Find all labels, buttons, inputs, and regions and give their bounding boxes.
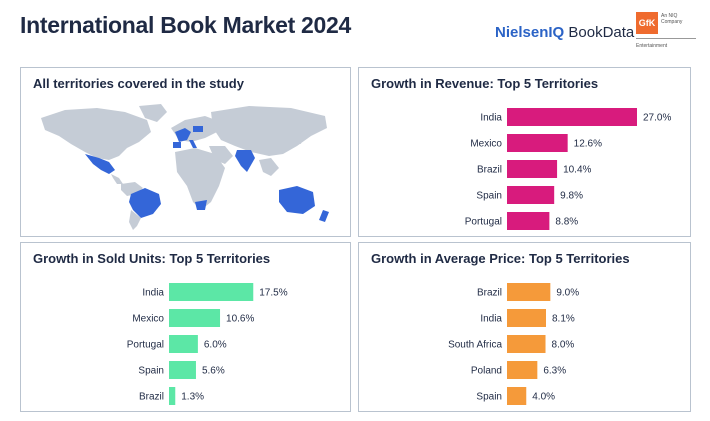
value-label: 8.1% — [552, 314, 575, 325]
units-panel-title: Growth in Sold Units: Top 5 Territories — [33, 251, 271, 266]
map-africa — [175, 148, 225, 210]
map-poland-region — [193, 126, 203, 132]
map-italy — [189, 140, 197, 148]
map-australia — [279, 186, 315, 214]
world-map — [41, 104, 329, 230]
value-label: 12.6% — [574, 139, 602, 150]
sold-units-growth-chart: India 17.5% Mexico 10.6% Portugal 6.0% Spain 5.… — [127, 283, 288, 405]
bar — [507, 134, 568, 152]
bar — [507, 387, 527, 405]
bar — [507, 335, 546, 353]
revenue-growth-chart: India 27.0% Mexico 12.6% Brazil 10.4% Spain 9.8… — [465, 108, 671, 230]
value-label: 9.8% — [560, 191, 583, 202]
revenue-panel-title: Growth in Revenue: Top 5 Territories — [371, 76, 599, 91]
value-label: 6.0% — [204, 340, 227, 351]
bar — [169, 387, 176, 405]
gfk-divider — [636, 38, 696, 39]
category-label: Brazil — [477, 288, 502, 299]
map-south-america-south — [129, 210, 141, 230]
value-label: 8.8% — [555, 217, 578, 228]
map-greenland — [139, 104, 167, 122]
bar — [507, 108, 637, 126]
value-label: 9.0% — [556, 288, 579, 299]
value-label: 8.0% — [552, 340, 575, 351]
gfk-logo-mark: GfK — [636, 12, 658, 34]
value-label: 4.0% — [532, 392, 555, 403]
map-western-europe — [175, 128, 191, 142]
bar — [507, 212, 550, 230]
gfk-logo: GfK An NIQ Company Entertainment — [636, 12, 696, 52]
map-southeast-asia — [259, 158, 279, 176]
average-price-growth-chart: Brazil 9.0% India 8.1% South Africa 8.0% Polan… — [448, 283, 579, 405]
bar — [507, 186, 555, 204]
page-title: International Book Market 2024 — [20, 12, 351, 38]
category-label: Portugal — [465, 217, 502, 228]
value-label: 5.6% — [202, 366, 225, 377]
map-japan — [295, 132, 303, 144]
gfk-subtitle: Entertainment — [636, 43, 668, 49]
map-asia — [211, 106, 327, 156]
category-label: India — [480, 314, 502, 325]
logo-bookdata-text: BookData — [568, 24, 635, 41]
price-panel-title: Growth in Average Price: Top 5 Territori… — [371, 251, 630, 266]
category-label: South Africa — [448, 340, 502, 351]
map-brazil — [129, 188, 161, 218]
nielseniq-bookdata-logo: NielsenIQ BookData — [495, 24, 634, 41]
bar — [507, 160, 558, 178]
gfk-tagline: An NIQ Company — [661, 13, 683, 25]
sold-units-growth-panel: Growth in Sold Units: Top 5 Territories … — [20, 242, 351, 412]
category-label: Mexico — [132, 314, 164, 325]
category-label: Brazil — [477, 165, 502, 176]
revenue-growth-panel: Growth in Revenue: Top 5 Territories Ind… — [358, 67, 691, 237]
map-south-africa — [195, 200, 207, 210]
value-label: 6.3% — [543, 366, 566, 377]
value-label: 10.4% — [563, 165, 591, 176]
map-india — [235, 150, 255, 172]
category-label: Mexico — [470, 139, 502, 150]
category-label: Spain — [476, 191, 502, 202]
category-label: Spain — [476, 392, 502, 403]
bar — [507, 361, 538, 379]
category-label: India — [480, 113, 502, 124]
value-label: 10.6% — [226, 314, 254, 325]
bar — [169, 309, 221, 327]
territories-map-panel: All territories covered in the study — [20, 67, 351, 237]
map-central-america — [111, 174, 123, 184]
map-panel-title: All territories covered in the study — [33, 76, 244, 91]
value-label: 17.5% — [259, 288, 287, 299]
bar — [507, 283, 551, 301]
category-label: India — [142, 288, 164, 299]
bar — [169, 361, 196, 379]
value-label: 27.0% — [643, 113, 671, 124]
value-label: 1.3% — [181, 392, 204, 403]
category-label: Brazil — [139, 392, 164, 403]
category-label: Spain — [138, 366, 164, 377]
map-north-america — [41, 108, 151, 160]
category-label: Poland — [471, 366, 502, 377]
bar — [169, 335, 198, 353]
average-price-growth-panel: Growth in Average Price: Top 5 Territori… — [358, 242, 691, 412]
map-spain-portugal — [173, 142, 181, 148]
logo-nielseniq-text: NielsenIQ — [495, 24, 565, 41]
map-mexico — [85, 154, 115, 174]
category-label: Portugal — [127, 340, 164, 351]
bar — [507, 309, 546, 327]
map-new-zealand — [319, 210, 329, 222]
bar — [169, 283, 254, 301]
